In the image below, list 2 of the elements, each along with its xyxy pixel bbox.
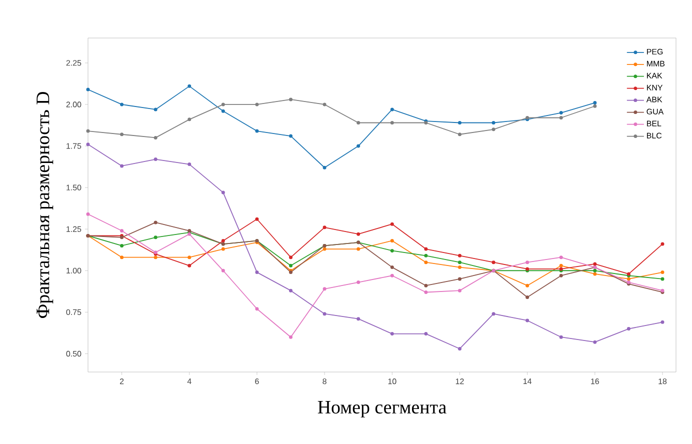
y-axis-title: Фрактальная размерность D [36, 92, 54, 318]
x-axis-title: Номер сегмента [318, 401, 446, 418]
